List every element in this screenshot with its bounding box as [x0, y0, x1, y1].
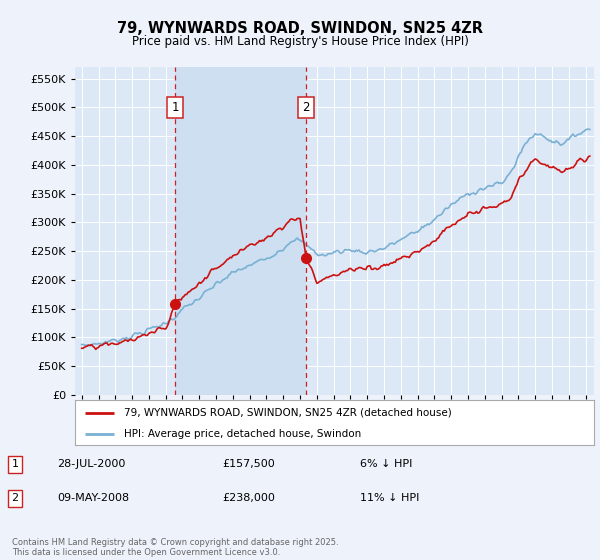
Text: 2: 2: [11, 493, 19, 503]
Text: HPI: Average price, detached house, Swindon: HPI: Average price, detached house, Swin…: [124, 429, 362, 439]
Text: 09-MAY-2008: 09-MAY-2008: [57, 493, 129, 503]
Text: £157,500: £157,500: [222, 459, 275, 469]
Text: 6% ↓ HPI: 6% ↓ HPI: [360, 459, 412, 469]
Text: £238,000: £238,000: [222, 493, 275, 503]
Text: 1: 1: [11, 459, 19, 469]
Text: 2: 2: [302, 101, 310, 114]
Text: 79, WYNWARDS ROAD, SWINDON, SN25 4ZR: 79, WYNWARDS ROAD, SWINDON, SN25 4ZR: [117, 21, 483, 36]
Text: 28-JUL-2000: 28-JUL-2000: [57, 459, 125, 469]
Text: Contains HM Land Registry data © Crown copyright and database right 2025.
This d: Contains HM Land Registry data © Crown c…: [12, 538, 338, 557]
Text: 79, WYNWARDS ROAD, SWINDON, SN25 4ZR (detached house): 79, WYNWARDS ROAD, SWINDON, SN25 4ZR (de…: [124, 408, 452, 418]
Text: 11% ↓ HPI: 11% ↓ HPI: [360, 493, 419, 503]
Bar: [175, 67, 306, 395]
Text: Price paid vs. HM Land Registry's House Price Index (HPI): Price paid vs. HM Land Registry's House …: [131, 35, 469, 48]
Text: 1: 1: [172, 101, 179, 114]
